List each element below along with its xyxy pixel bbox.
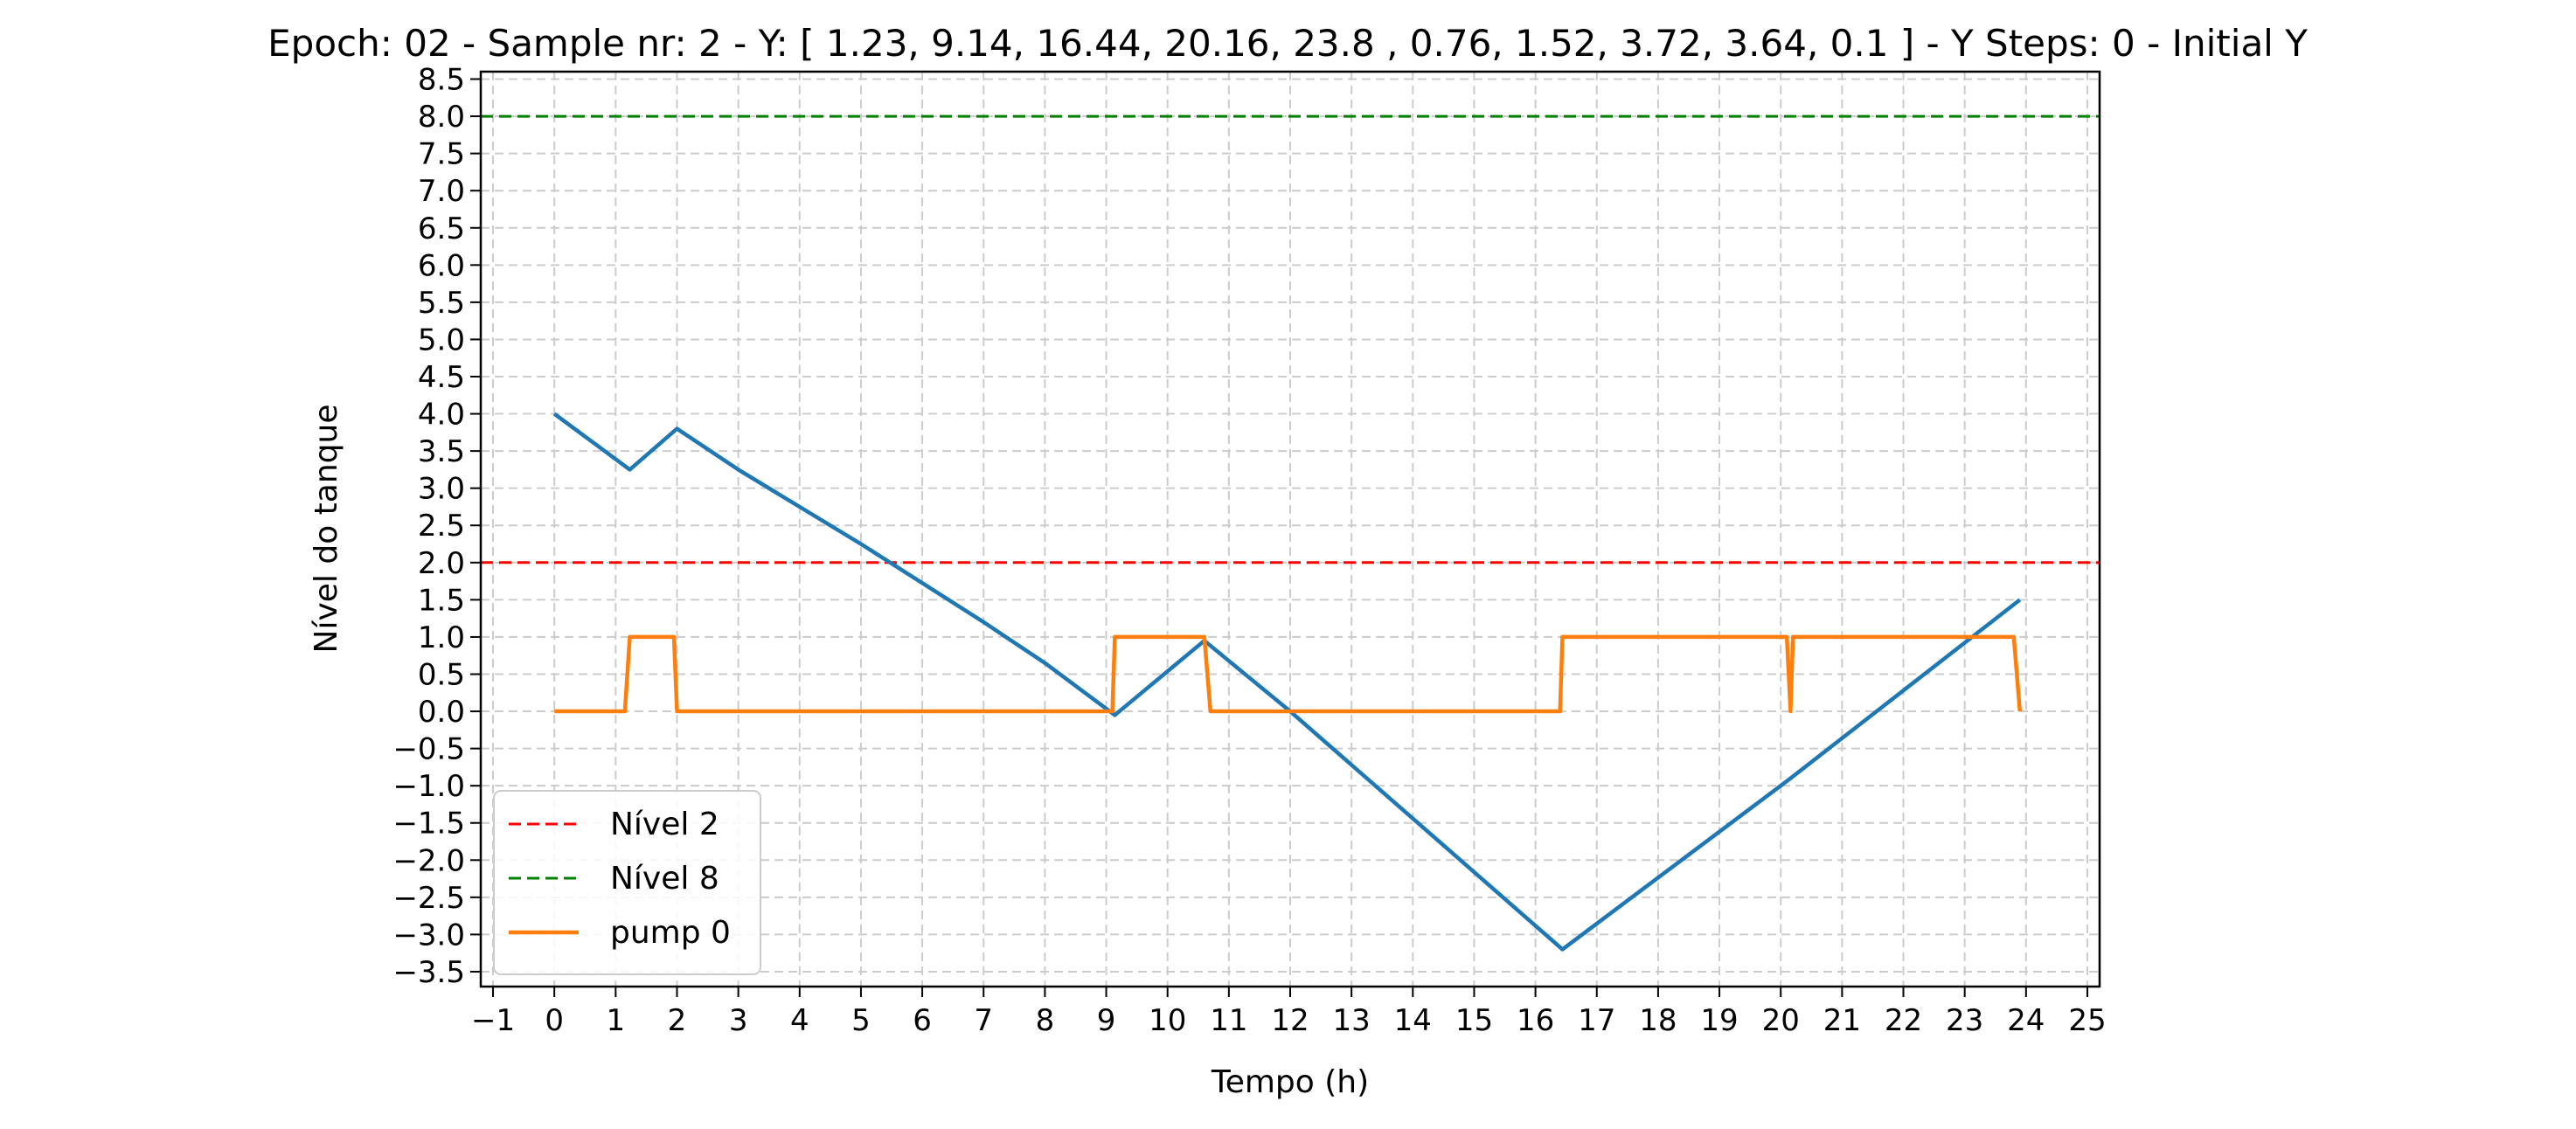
y-axis-label: Nível do tanque bbox=[309, 405, 344, 654]
x-axis: −1 0 1 2 3 4 5 6 7 8 9 10 11 12 13 14 15 16 17 18 19 20 21 22 23… bbox=[471, 987, 2107, 1038]
x-tick-label: 24 bbox=[2007, 1003, 2045, 1038]
legend-label: Nível 2 bbox=[610, 807, 719, 842]
y-tick-label: 6.5 bbox=[418, 211, 465, 246]
x-tick-label: 4 bbox=[790, 1003, 809, 1038]
x-tick-label: 3 bbox=[729, 1003, 748, 1038]
y-tick-label: 4.0 bbox=[418, 398, 465, 433]
x-tick-label: 22 bbox=[1885, 1003, 1922, 1038]
legend-label: Nível 8 bbox=[610, 861, 719, 897]
y-tick-label: 5.5 bbox=[418, 286, 465, 321]
x-tick-label: 11 bbox=[1210, 1003, 1247, 1038]
y-tick-label: −1.0 bbox=[392, 769, 465, 804]
x-tick-label: 2 bbox=[668, 1003, 687, 1038]
y-tick-label: 7.5 bbox=[418, 137, 465, 172]
x-tick-label: 10 bbox=[1149, 1003, 1186, 1038]
y-tick-label: −1.5 bbox=[392, 807, 465, 842]
x-tick-label: 5 bbox=[851, 1003, 871, 1038]
x-tick-label: 19 bbox=[1700, 1003, 1738, 1038]
x-tick-label: 7 bbox=[974, 1003, 993, 1038]
x-tick-label: 16 bbox=[1517, 1003, 1554, 1038]
x-tick-label: −1 bbox=[471, 1003, 515, 1038]
y-tick-label: 7.0 bbox=[418, 174, 465, 209]
y-tick-label: 0.0 bbox=[418, 695, 465, 730]
legend: Nível 2 Nível 8 pump 0 bbox=[493, 790, 761, 975]
reference-lines bbox=[481, 114, 2100, 564]
y-tick-label: 3.5 bbox=[418, 434, 465, 469]
y-axis: −3.5−3.0−2.5−2.0−1.5−1.0−0.50.00.51.01.5… bbox=[392, 63, 481, 990]
y-tick-label: 8.0 bbox=[418, 100, 465, 135]
y-tick-label: −2.0 bbox=[392, 843, 465, 878]
x-axis-label: Tempo (h) bbox=[1211, 1064, 1369, 1100]
x-tick-label: 0 bbox=[545, 1003, 564, 1038]
y-tick-label: 2.0 bbox=[418, 546, 465, 581]
series-lines bbox=[552, 412, 2023, 952]
y-tick-label: 8.5 bbox=[418, 63, 465, 98]
y-tick-label: −2.5 bbox=[392, 881, 465, 916]
x-tick-label: 25 bbox=[2068, 1003, 2106, 1038]
x-tick-label: 12 bbox=[1271, 1003, 1309, 1038]
x-tick-label: 23 bbox=[1946, 1003, 1983, 1038]
x-tick-label: 17 bbox=[1578, 1003, 1615, 1038]
y-tick-label: 5.0 bbox=[418, 322, 465, 357]
y-tick-label: 6.0 bbox=[418, 248, 465, 283]
x-tick-label: 6 bbox=[913, 1003, 932, 1038]
legend-box bbox=[493, 790, 761, 975]
series-line-pump bbox=[554, 634, 2023, 714]
x-tick-label: 21 bbox=[1823, 1003, 1861, 1038]
y-tick-label: 1.5 bbox=[418, 583, 465, 618]
x-tick-label: 18 bbox=[1639, 1003, 1677, 1038]
y-tick-label: 0.5 bbox=[418, 657, 465, 692]
x-tick-label: 13 bbox=[1333, 1003, 1371, 1038]
chart-title: Epoch: 02 - Sample nr: 2 - Y: [ 1.23, 9.… bbox=[267, 22, 2308, 65]
y-tick-label: 1.0 bbox=[418, 620, 465, 655]
y-tick-label: −0.5 bbox=[392, 732, 465, 767]
y-tick-label: 3.0 bbox=[418, 472, 465, 507]
x-tick-label: 9 bbox=[1097, 1003, 1116, 1038]
x-tick-label: 8 bbox=[1036, 1003, 1055, 1038]
x-tick-label: 15 bbox=[1455, 1003, 1493, 1038]
x-tick-label: 1 bbox=[607, 1003, 626, 1038]
x-tick-label: 14 bbox=[1394, 1003, 1432, 1038]
y-tick-label: 2.5 bbox=[418, 509, 465, 544]
y-tick-label: −3.0 bbox=[392, 918, 465, 952]
legend-label: pump 0 bbox=[610, 915, 731, 951]
y-tick-label: −3.5 bbox=[392, 955, 465, 990]
x-tick-label: 20 bbox=[1762, 1003, 1800, 1038]
y-tick-label: 4.5 bbox=[418, 360, 465, 395]
series-line-level bbox=[552, 412, 2022, 952]
